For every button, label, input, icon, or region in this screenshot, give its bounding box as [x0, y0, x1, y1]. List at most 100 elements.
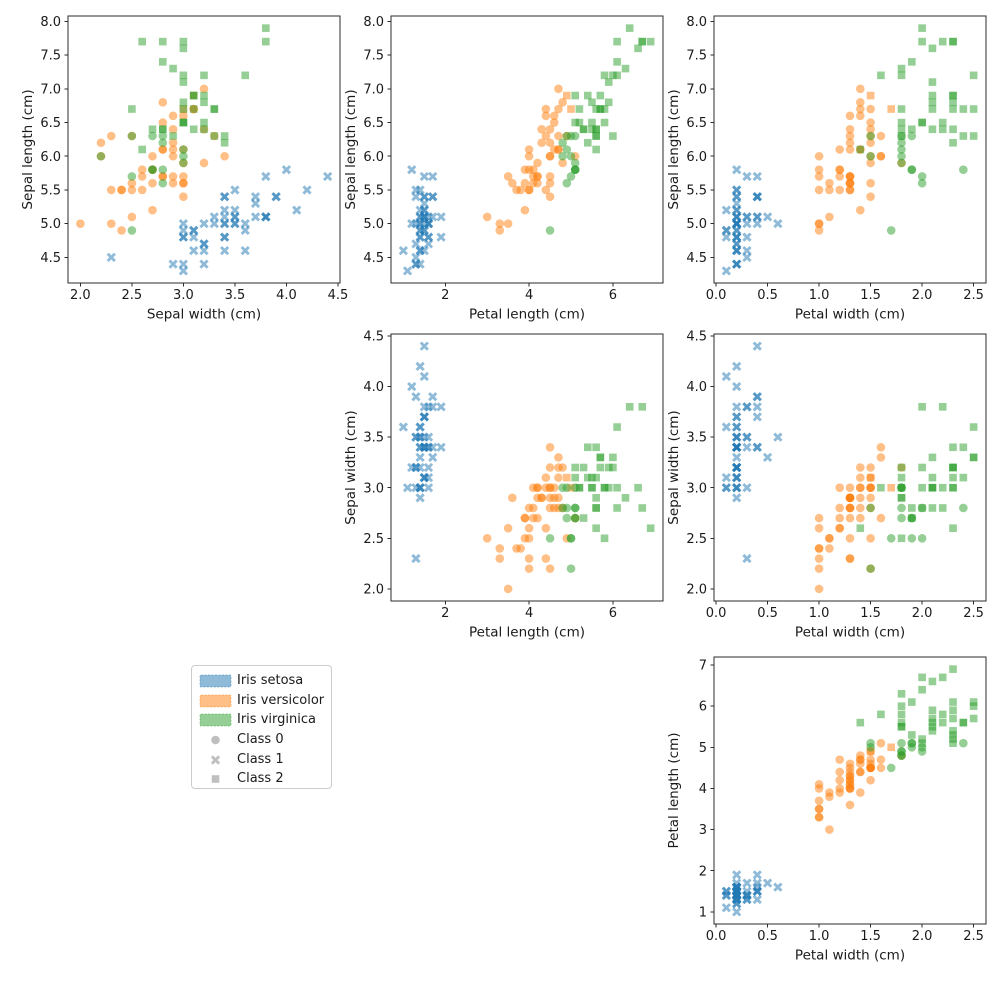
data-point — [928, 677, 937, 686]
data-point — [835, 513, 844, 523]
data-point — [742, 402, 752, 412]
data-point — [436, 232, 446, 242]
data-point — [845, 780, 855, 789]
data-point — [845, 771, 855, 781]
data-point — [148, 131, 157, 141]
data-point — [773, 219, 783, 229]
x-tick-label: 1.0 — [809, 288, 830, 303]
data-point — [845, 172, 855, 181]
data-point — [549, 145, 559, 154]
y-tick-label: 5 — [699, 741, 707, 756]
data-point — [240, 246, 250, 256]
y-tick-label: 7.5 — [686, 49, 707, 64]
x-tick-label: 2 — [441, 288, 449, 303]
data-point — [579, 125, 588, 134]
y-tick-label: 5.5 — [40, 184, 61, 199]
data-point — [596, 463, 605, 472]
data-point — [137, 172, 147, 181]
data-point — [959, 132, 968, 140]
data-point — [562, 145, 572, 154]
data-point — [856, 98, 865, 107]
data-point — [579, 514, 588, 522]
data-point — [876, 442, 886, 452]
data-point — [583, 473, 592, 482]
data-point — [825, 533, 834, 543]
data-point — [302, 185, 312, 195]
data-point — [415, 462, 425, 473]
panel-petal-length-vs-sepal-length: 2 4 6 4.5 5.0 5.5 6.0 6.5 7.0 7.5 8.0 Petal length … — [343, 15, 664, 323]
data-point — [856, 104, 865, 114]
data-point — [554, 131, 563, 141]
iris-versicolor-color-swatch — [199, 694, 232, 708]
data-point — [495, 544, 505, 553]
x-tick-label: 4 — [525, 606, 533, 621]
data-point — [220, 151, 229, 161]
data-point — [106, 131, 116, 141]
data-point — [949, 105, 957, 113]
data-point — [918, 118, 926, 127]
data-point — [524, 185, 534, 195]
data-point — [897, 105, 906, 113]
data-point — [549, 483, 559, 493]
legend-label: Class 2 — [237, 771, 284, 787]
data-point — [918, 483, 926, 492]
data-point — [524, 151, 534, 161]
legend-item-iris-virginica: Iris virginica — [199, 710, 323, 730]
data-point — [428, 171, 438, 182]
data-point — [545, 124, 555, 134]
y-tick-label: 1 — [699, 905, 707, 920]
data-point — [106, 219, 116, 228]
axes-spines — [713, 15, 987, 284]
data-point — [814, 151, 824, 161]
y-tick-label: 4 — [699, 782, 707, 797]
data-point — [189, 246, 199, 256]
data-point — [436, 212, 446, 222]
data-point — [856, 473, 865, 482]
data-point — [588, 118, 596, 127]
data-point — [411, 185, 421, 195]
data-point — [604, 483, 613, 492]
data-point — [773, 882, 783, 892]
panel-petal-length-vs-sepal-width: 2 4 6 2.0 2.5 3.0 3.5 4.0 4.5 Petal length (cm) Se… — [343, 330, 664, 641]
x-tick-label: 2.0 — [70, 288, 91, 303]
data-point — [537, 138, 546, 148]
data-point — [732, 493, 742, 503]
data-point — [762, 878, 773, 888]
data-point — [845, 554, 855, 563]
data-point — [158, 131, 168, 141]
data-point — [897, 751, 906, 760]
square-marker-icon — [211, 775, 220, 784]
data-point — [845, 131, 855, 141]
x-tick-label: 2.0 — [912, 929, 933, 944]
legend-label: Iris setosa — [237, 672, 304, 688]
data-point — [117, 226, 126, 235]
data-point — [541, 523, 551, 533]
data-point — [520, 178, 530, 188]
data-point — [721, 371, 731, 382]
data-point — [398, 422, 408, 432]
data-point — [609, 453, 617, 462]
data-point — [897, 138, 906, 148]
data-point — [876, 738, 886, 748]
axes-spines — [713, 333, 987, 602]
data-point — [845, 111, 855, 121]
x-tick-label: 0.0 — [706, 929, 727, 944]
x-tick-label: 4.5 — [328, 288, 349, 303]
data-point — [814, 554, 824, 563]
x-tick-label: 0.5 — [757, 288, 778, 303]
x-tick-label: 1.0 — [809, 606, 830, 621]
data-point — [127, 212, 137, 222]
data-point — [928, 44, 937, 53]
data-point — [533, 513, 542, 523]
data-point — [592, 145, 600, 154]
data-point — [814, 226, 824, 235]
data-point — [545, 151, 555, 161]
data-point — [835, 172, 844, 181]
y-tick-label: 5.0 — [40, 217, 61, 232]
data-point — [835, 145, 844, 154]
data-point — [613, 58, 621, 66]
data-point — [200, 71, 208, 80]
data-point — [887, 743, 896, 752]
data-point — [938, 504, 947, 512]
